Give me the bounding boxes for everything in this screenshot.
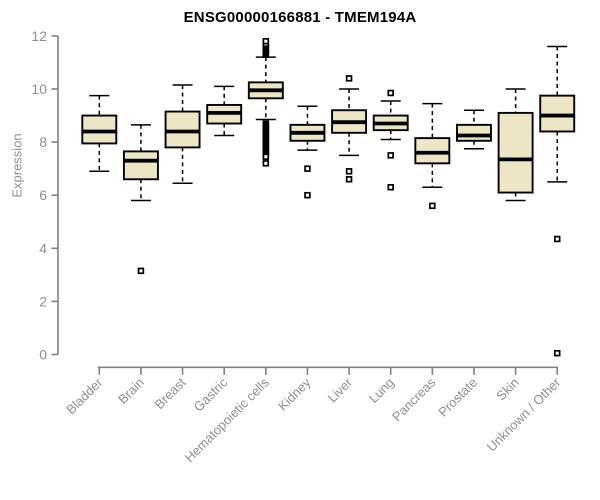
box-brain [122, 124, 159, 275]
iqr-box [414, 137, 451, 165]
outlier-point [387, 183, 394, 191]
iqr-box [81, 114, 118, 145]
x-tick-label-kidney: Kidney [275, 374, 314, 413]
x-tick-label-lung: Lung [366, 375, 397, 406]
iqr-box [164, 110, 201, 149]
outlier-point [387, 89, 394, 97]
x-tick-label-pancreas: Pancreas [389, 374, 439, 424]
box-unknown-other [539, 45, 576, 357]
x-tick-label-skin: Skin [493, 375, 521, 403]
box-lung [372, 89, 409, 191]
iqr-box [122, 150, 159, 181]
x-tick-label-gastric: Gastric [191, 374, 231, 414]
outlier-point [262, 160, 270, 167]
y-tick-label: 2 [39, 293, 47, 309]
x-tick-label-breast: Breast [152, 375, 189, 412]
y-tick-label: 0 [39, 347, 47, 363]
outlier-point [304, 191, 311, 199]
y-tick-label: 12 [31, 28, 47, 44]
x-tick-label-unknown-other: Unknown / Other [484, 374, 564, 454]
y-axis: 0 2 4 6 8 10 12 [31, 28, 59, 363]
outlier-point [553, 349, 561, 357]
outlier-point [345, 75, 353, 82]
box-gastric [206, 85, 243, 137]
chart-title: ENSG00000166881 - TMEM194A [183, 9, 417, 26]
x-tick-label-brain: Brain [115, 375, 147, 407]
outlier-point [262, 153, 270, 160]
box-pancreas [414, 102, 451, 210]
outlier-point [429, 202, 436, 210]
iqr-box [539, 94, 576, 133]
box-breast [164, 84, 201, 185]
y-tick-label: 6 [39, 187, 47, 203]
iqr-box [497, 111, 534, 194]
outlier-point [387, 152, 394, 159]
box-hematopoietic-cells [247, 37, 284, 167]
outlier-point [345, 176, 353, 183]
box-liver [331, 75, 368, 183]
y-tick-label: 4 [39, 240, 47, 256]
box-bladder [81, 94, 118, 173]
x-tick-label-prostate: Prostate [435, 375, 480, 420]
outlier-point [345, 168, 353, 175]
y-tick-label: 8 [39, 134, 47, 150]
x-tick-label-bladder: Bladder [63, 374, 106, 417]
iqr-box [456, 123, 492, 142]
outlier-point [304, 165, 311, 172]
box-skin [497, 88, 534, 202]
outlier-point [137, 267, 145, 275]
box-prostate [456, 109, 492, 150]
x-tick-label-liver: Liver [325, 374, 356, 405]
y-tick-label: 10 [31, 81, 47, 97]
box-kidney [289, 105, 326, 199]
outlier-point [262, 37, 270, 45]
outlier-point [553, 235, 561, 243]
